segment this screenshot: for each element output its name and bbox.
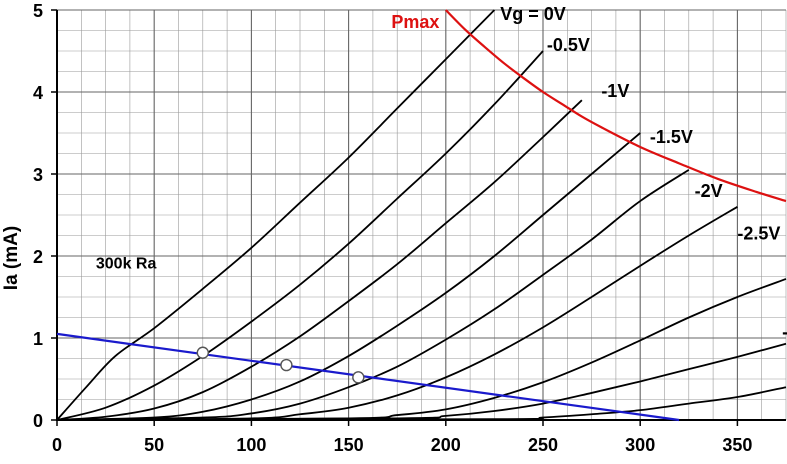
plate-curve-4 — [56, 169, 690, 421]
y-tick-label: 3 — [33, 165, 43, 185]
curve-label-1: -0.5V — [547, 35, 590, 55]
series-layer — [56, 9, 787, 422]
plate-curve-3 — [56, 132, 641, 421]
curve-label-2: -1V — [601, 81, 629, 101]
curve-label-0: Vg = 0V — [500, 4, 566, 24]
plate-curve-8 — [56, 386, 787, 421]
y-tick-label: 5 — [33, 1, 43, 21]
curve-label-6: - — [782, 322, 787, 342]
x-tick-label: 200 — [431, 435, 461, 455]
operating-point-0 — [196, 346, 210, 359]
tick-labels: 0 50 100 150 200 250 300 350 0 1 2 3 4 5 — [33, 1, 752, 455]
plate-curve-5 — [56, 206, 738, 421]
curve-label-5: -2.5V — [737, 224, 780, 244]
x-tick-label: 150 — [334, 435, 364, 455]
x-tick-label: 0 — [52, 435, 62, 455]
x-tick-label: 50 — [144, 435, 164, 455]
plate-curve-0 — [56, 9, 496, 421]
annotation-1: Pmax — [391, 12, 439, 32]
y-tick-label: 0 — [33, 411, 43, 431]
annotation-0: 300k Ra — [96, 255, 157, 272]
curve-labels: Vg = 0V -0.5V -1V -1.5V -2V -2.5V - 300k Ra Pmax — [96, 4, 787, 342]
x-tick-label: 100 — [236, 435, 266, 455]
curve-label-3: -1.5V — [650, 127, 693, 147]
y-tick-label: 4 — [33, 83, 43, 103]
pmax-curve — [445, 9, 787, 203]
plate-curve-1 — [56, 50, 544, 421]
y-tick-label: 2 — [33, 247, 43, 267]
operating-point-1 — [280, 358, 293, 372]
curve-label-4: -2V — [695, 181, 723, 201]
y-tick-label: 1 — [33, 329, 43, 349]
y-axis-label: Ia (mA) — [1, 226, 22, 290]
plate-curve-2 — [56, 99, 583, 421]
load-line — [56, 332, 680, 422]
minor-gridlines — [56, 9, 787, 421]
operating-points — [196, 346, 365, 384]
operating-point-2 — [352, 371, 365, 384]
x-tick-label: 300 — [625, 435, 655, 455]
x-tick-label: 250 — [528, 435, 558, 455]
x-tick-label: 350 — [722, 435, 752, 455]
